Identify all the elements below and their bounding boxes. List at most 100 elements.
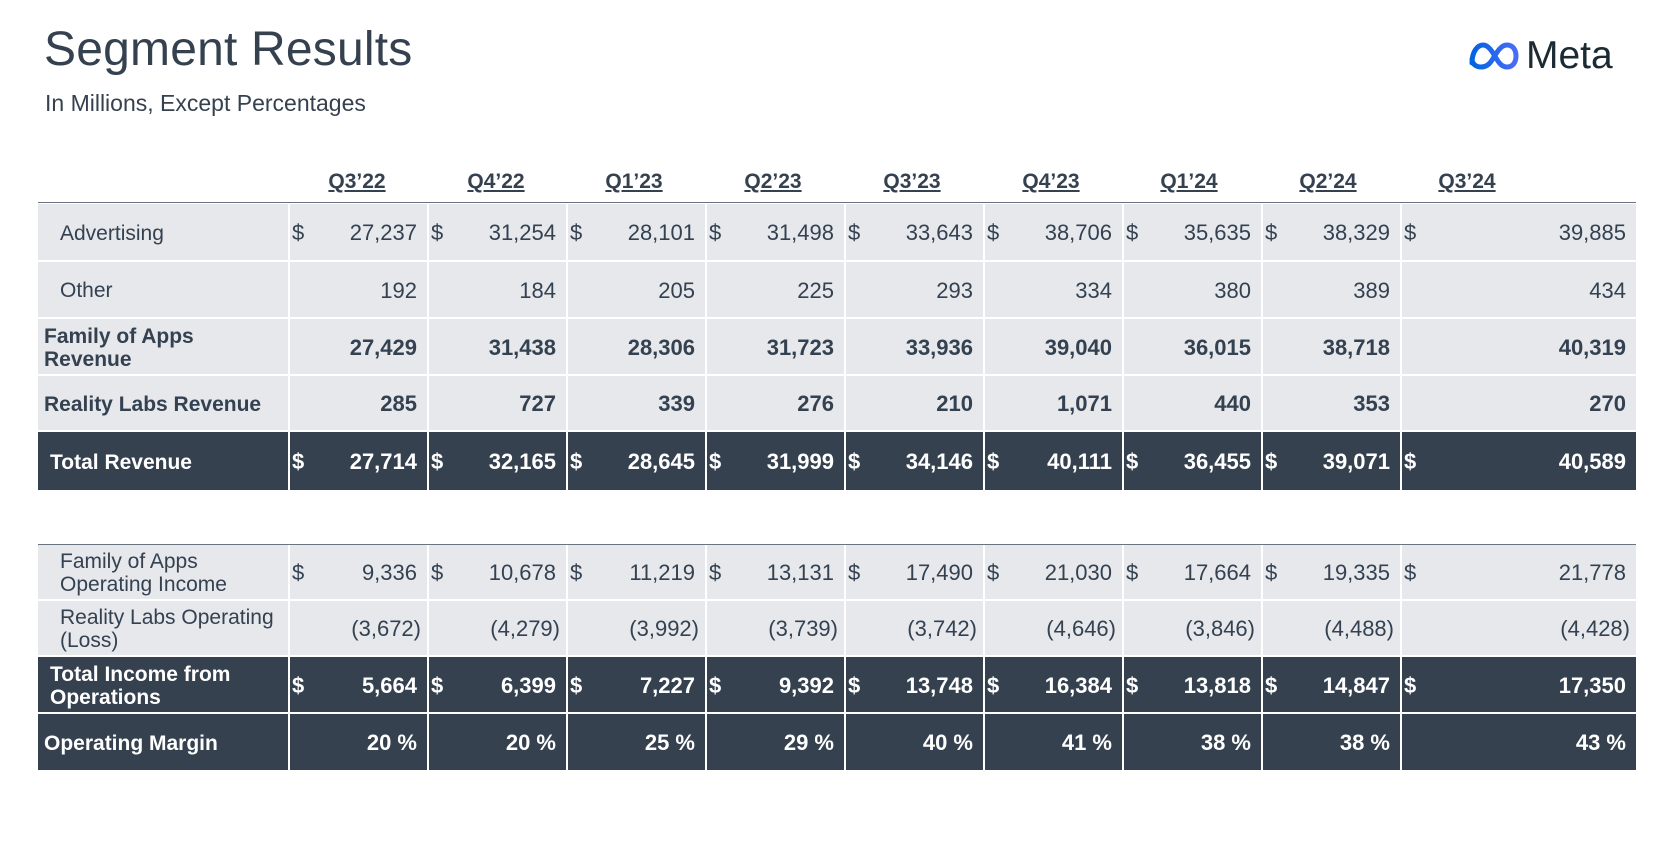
table-cell: 434 [1400,262,1636,317]
cell-value: 39,071 [1322,449,1390,474]
currency-symbol: $ [1265,220,1278,245]
row-label: Advertising [60,221,164,245]
column-header-4: Q2’23 [744,170,802,193]
table-cell: 38 % [1261,714,1400,770]
table-cell: (4,428) [1400,601,1636,655]
table-cell: $13,818 [1122,657,1261,712]
cell-value: (3,739) [768,616,838,641]
cell-value: 33,936 [905,335,973,360]
table-cell: $28,101 [566,204,705,260]
currency-symbol: $ [431,449,444,474]
row-label: Operating Margin [44,731,218,755]
currency-symbol: $ [1404,560,1417,585]
table-cell: $33,643 [844,204,983,260]
currency-symbol: $ [292,220,305,245]
cell-value: 13,748 [905,673,973,698]
page-title: Segment Results [44,23,413,76]
cell-value: 21,030 [1044,560,1112,585]
table-cell: $28,645 [566,432,705,490]
currency-symbol: $ [1126,673,1139,698]
cell-value: 40 % [922,730,973,755]
cell-value: 38,329 [1322,220,1390,245]
table-row: Reality Labs Revenue 285 727 339 276 210 1,071… [38,376,1636,432]
cell-value: 10,678 [488,560,556,585]
table-cell: $21,778 [1400,545,1636,599]
table-cell: 28,306 [566,319,705,374]
table-cell: 43 % [1400,714,1636,770]
table-cell: 210 [844,376,983,430]
currency-symbol: $ [292,560,305,585]
table-cell: $36,455 [1122,432,1261,490]
cell-value: 13,131 [766,560,834,585]
table-cell: (3,742) [844,601,983,655]
cell-value: (4,488) [1324,616,1394,641]
table-cell: $27,237 [288,204,427,260]
table-cell: $40,111 [983,432,1122,490]
currency-symbol: $ [570,673,583,698]
table-cell: 38 % [1122,714,1261,770]
cell-value: 20 % [505,730,556,755]
table-row: Family of Apps Operating Income $9,336 $10… [38,545,1636,601]
currency-symbol: $ [1404,673,1417,698]
cell-value: 380 [1214,278,1251,303]
cell-value: 40,111 [1047,449,1112,474]
currency-symbol: $ [848,449,861,474]
table-cell: 205 [566,262,705,317]
cell-value: (3,672) [351,616,421,641]
table-cell: 334 [983,262,1122,317]
table-cell: $17,490 [844,545,983,599]
table-cell: $19,335 [1261,545,1400,599]
currency-symbol: $ [1265,449,1278,474]
table-cell: $7,227 [566,657,705,712]
cell-value: 5,664 [361,673,417,698]
currency-symbol: $ [987,673,1000,698]
table-cell: $9,336 [288,545,427,599]
cell-value: 270 [1589,391,1626,416]
cell-value: 225 [797,278,834,303]
table-cell: (3,739) [705,601,844,655]
table-cell: 353 [1261,376,1400,430]
cell-value: 11,219 [629,560,695,585]
table-cell: (3,992) [566,601,705,655]
table-cell: $14,847 [1261,657,1400,712]
table-row: Total Revenue $27,714 $32,165 $28,645 $31,99… [38,432,1636,492]
table-cell: $17,664 [1122,545,1261,599]
row-label: Reality Labs Operating (Loss) [60,606,274,652]
cell-value: 389 [1353,278,1390,303]
table-cell: 285 [288,376,427,430]
currency-symbol: $ [987,220,1000,245]
cell-value: 31,723 [766,335,834,360]
meta-logo: Meta [1468,34,1613,77]
table-row: Reality Labs Operating (Loss) (3,672) (4,2… [38,601,1636,657]
currency-symbol: $ [709,560,722,585]
meta-logo-text: Meta [1526,34,1613,77]
table-row: Operating Margin 20 % 20 % 25 % 29 % 40 % 41 %… [38,714,1636,772]
table-cell: $31,254 [427,204,566,260]
table-cell: 1,071 [983,376,1122,430]
table-cell: $10,678 [427,545,566,599]
currency-symbol: $ [1404,449,1417,474]
currency-symbol: $ [987,449,1000,474]
currency-symbol: $ [292,673,305,698]
currency-symbol: $ [1265,560,1278,585]
cell-value: 192 [380,278,417,303]
cell-value: 434 [1589,278,1626,303]
cell-value: 38,706 [1044,220,1112,245]
table-cell: (4,488) [1261,601,1400,655]
table-cell: $17,350 [1400,657,1636,712]
row-label: Total Income from Operations [50,662,231,709]
cell-value: 38 % [1200,730,1251,755]
currency-symbol: $ [292,449,305,474]
cell-value: 32,165 [488,449,556,474]
cell-value: 1,071 [1056,391,1112,416]
table-row: Total Income from Operations $5,664 $6,399… [38,657,1636,714]
currency-symbol: $ [709,449,722,474]
table-top-rule [38,202,1636,203]
table-cell: 31,723 [705,319,844,374]
table-cell: 27,429 [288,319,427,374]
table-cell: $38,329 [1261,204,1400,260]
cell-value: (3,992) [629,616,699,641]
table-cell: 225 [705,262,844,317]
income-table-top-rule [38,544,1636,545]
table-cell: 40,319 [1400,319,1636,374]
